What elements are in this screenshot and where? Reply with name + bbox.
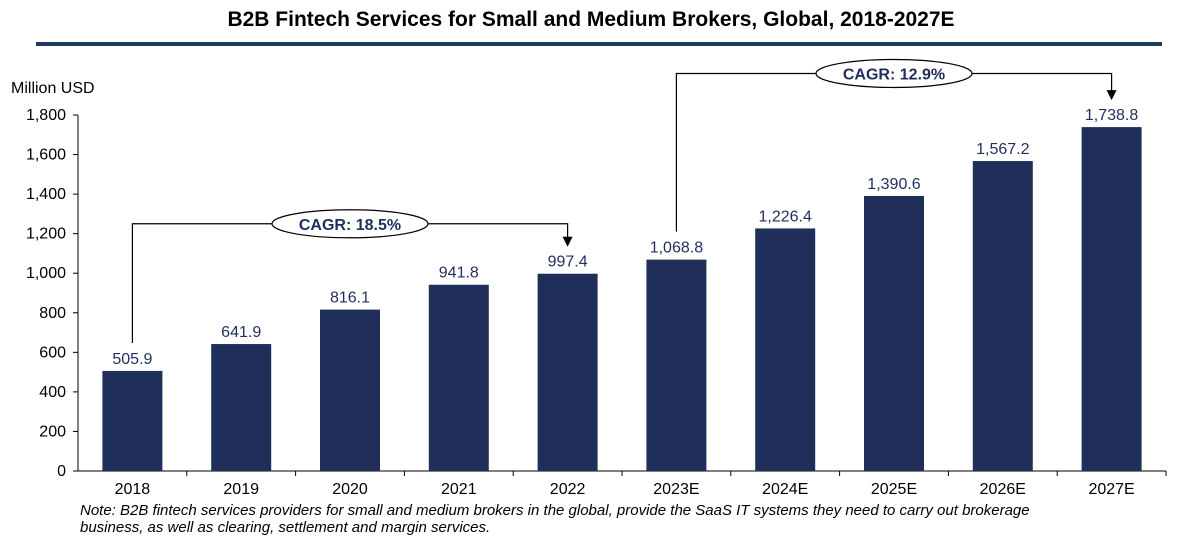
y-tick-label: 200 (39, 423, 66, 440)
y-tick-label: 800 (39, 305, 66, 322)
bar-value-label: 941.8 (439, 265, 479, 282)
x-tick-label: 2018 (115, 481, 151, 498)
cagr-oval (815, 58, 973, 89)
y-tick-label: 600 (39, 344, 66, 361)
cagr-label: CAGR: 18.5% (299, 217, 401, 234)
bar-value-label: 1,390.6 (867, 176, 920, 193)
x-tick-label: 2020 (332, 481, 368, 498)
y-tick-label: 1,800 (26, 107, 66, 124)
x-tick-label: 2026E (980, 481, 1026, 498)
x-tick-label: 2027E (1088, 481, 1134, 498)
title-divider (36, 42, 1162, 46)
bar (537, 273, 598, 471)
bar-value-label: 1,567.2 (976, 141, 1029, 158)
chart-title: B2B Fintech Services for Small and Mediu… (227, 8, 955, 31)
bar-value-label: 1,738.8 (1085, 107, 1138, 124)
y-tick-label: 1,200 (26, 226, 66, 243)
cagr-oval (271, 209, 429, 239)
bar-value-label: 816.1 (330, 290, 370, 307)
cagr-label: CAGR: 12.9% (843, 66, 945, 83)
bar (755, 228, 816, 471)
bar (646, 259, 707, 471)
x-tick-label: 2025E (871, 481, 917, 498)
bar (102, 370, 163, 471)
x-tick-label: 2022 (550, 481, 586, 498)
y-tick-label: 0 (57, 463, 66, 480)
bar (211, 344, 272, 471)
y-tick-label: 400 (39, 384, 66, 401)
chart-note: Note: B2B fintech services providers for… (80, 502, 1030, 536)
bar-value-label: 1,226.4 (759, 208, 812, 225)
x-tick-label: 2019 (223, 481, 259, 498)
bar-chart: Million USD 0 200 400 600 800 1,000 1,200 1,400 1… (11, 58, 1167, 498)
bar (1081, 127, 1142, 471)
bar (320, 309, 380, 471)
y-axis-unit-label: Million USD (11, 80, 95, 97)
bar (972, 161, 1033, 471)
x-tick-label: 2024E (762, 481, 808, 498)
x-tick-label: 2021 (441, 481, 477, 498)
y-tick-label: 1,000 (26, 265, 66, 282)
bar (428, 284, 489, 471)
y-tick-label: 1,600 (26, 147, 66, 164)
bar (864, 195, 924, 471)
bar-value-label: 505.9 (112, 351, 152, 368)
bar-value-label: 997.4 (548, 254, 588, 271)
y-tick-label: 1,400 (26, 186, 66, 203)
bar-value-label: 1,068.8 (650, 240, 703, 257)
x-tick-label: 2023E (653, 481, 699, 498)
bar-value-label: 641.9 (221, 324, 261, 341)
